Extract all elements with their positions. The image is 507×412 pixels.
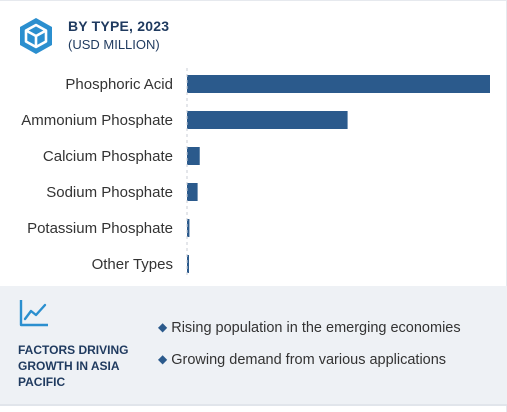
bar-chart: Phosphoric Acid Ammonium Phosphate Calcium…	[21, 68, 490, 276]
chart-header: BY TYPE, 2023 (USD MILLION)	[16, 12, 496, 58]
growth-factors-panel: FACTORS DRIVING GROWTH IN ASIA PACIFIC ◆…	[0, 286, 507, 404]
bar-calcium-phosphate	[187, 147, 200, 165]
diamond-bullet-icon: ◆	[158, 352, 168, 366]
bottom-divider	[0, 404, 507, 406]
diamond-bullet-icon: ◆	[158, 320, 168, 334]
cube-icon	[20, 18, 52, 54]
factor-item: ◆ Growing demand from various application…	[158, 352, 446, 368]
bar-potassium-phosphate	[187, 219, 190, 237]
factor-text: Growing demand from various applications	[171, 352, 447, 368]
bar-ammonium-phosphate	[187, 111, 348, 129]
factors-heading: FACTORS DRIVING GROWTH IN ASIA PACIFIC	[18, 343, 129, 389]
factor-text: Rising population in the emerging econom…	[171, 320, 461, 336]
category-label: Calcium Phosphate	[43, 148, 173, 165]
factor-item: ◆ Rising population in the emerging econo…	[158, 320, 461, 336]
category-label: Other Types	[92, 256, 173, 273]
chart-subtitle: (USD MILLION)	[68, 37, 160, 52]
category-label: Phosphoric Acid	[65, 76, 173, 93]
bar-sodium-phosphate	[187, 183, 198, 201]
bar-other-types	[187, 255, 189, 273]
category-label: Sodium Phosphate	[46, 184, 173, 201]
category-label: Potassium Phosphate	[27, 220, 173, 237]
category-label: Ammonium Phosphate	[21, 112, 173, 129]
bar-phosphoric-acid	[187, 75, 490, 93]
line-chart-icon	[19, 300, 48, 327]
chart-title: BY TYPE, 2023	[68, 18, 170, 34]
